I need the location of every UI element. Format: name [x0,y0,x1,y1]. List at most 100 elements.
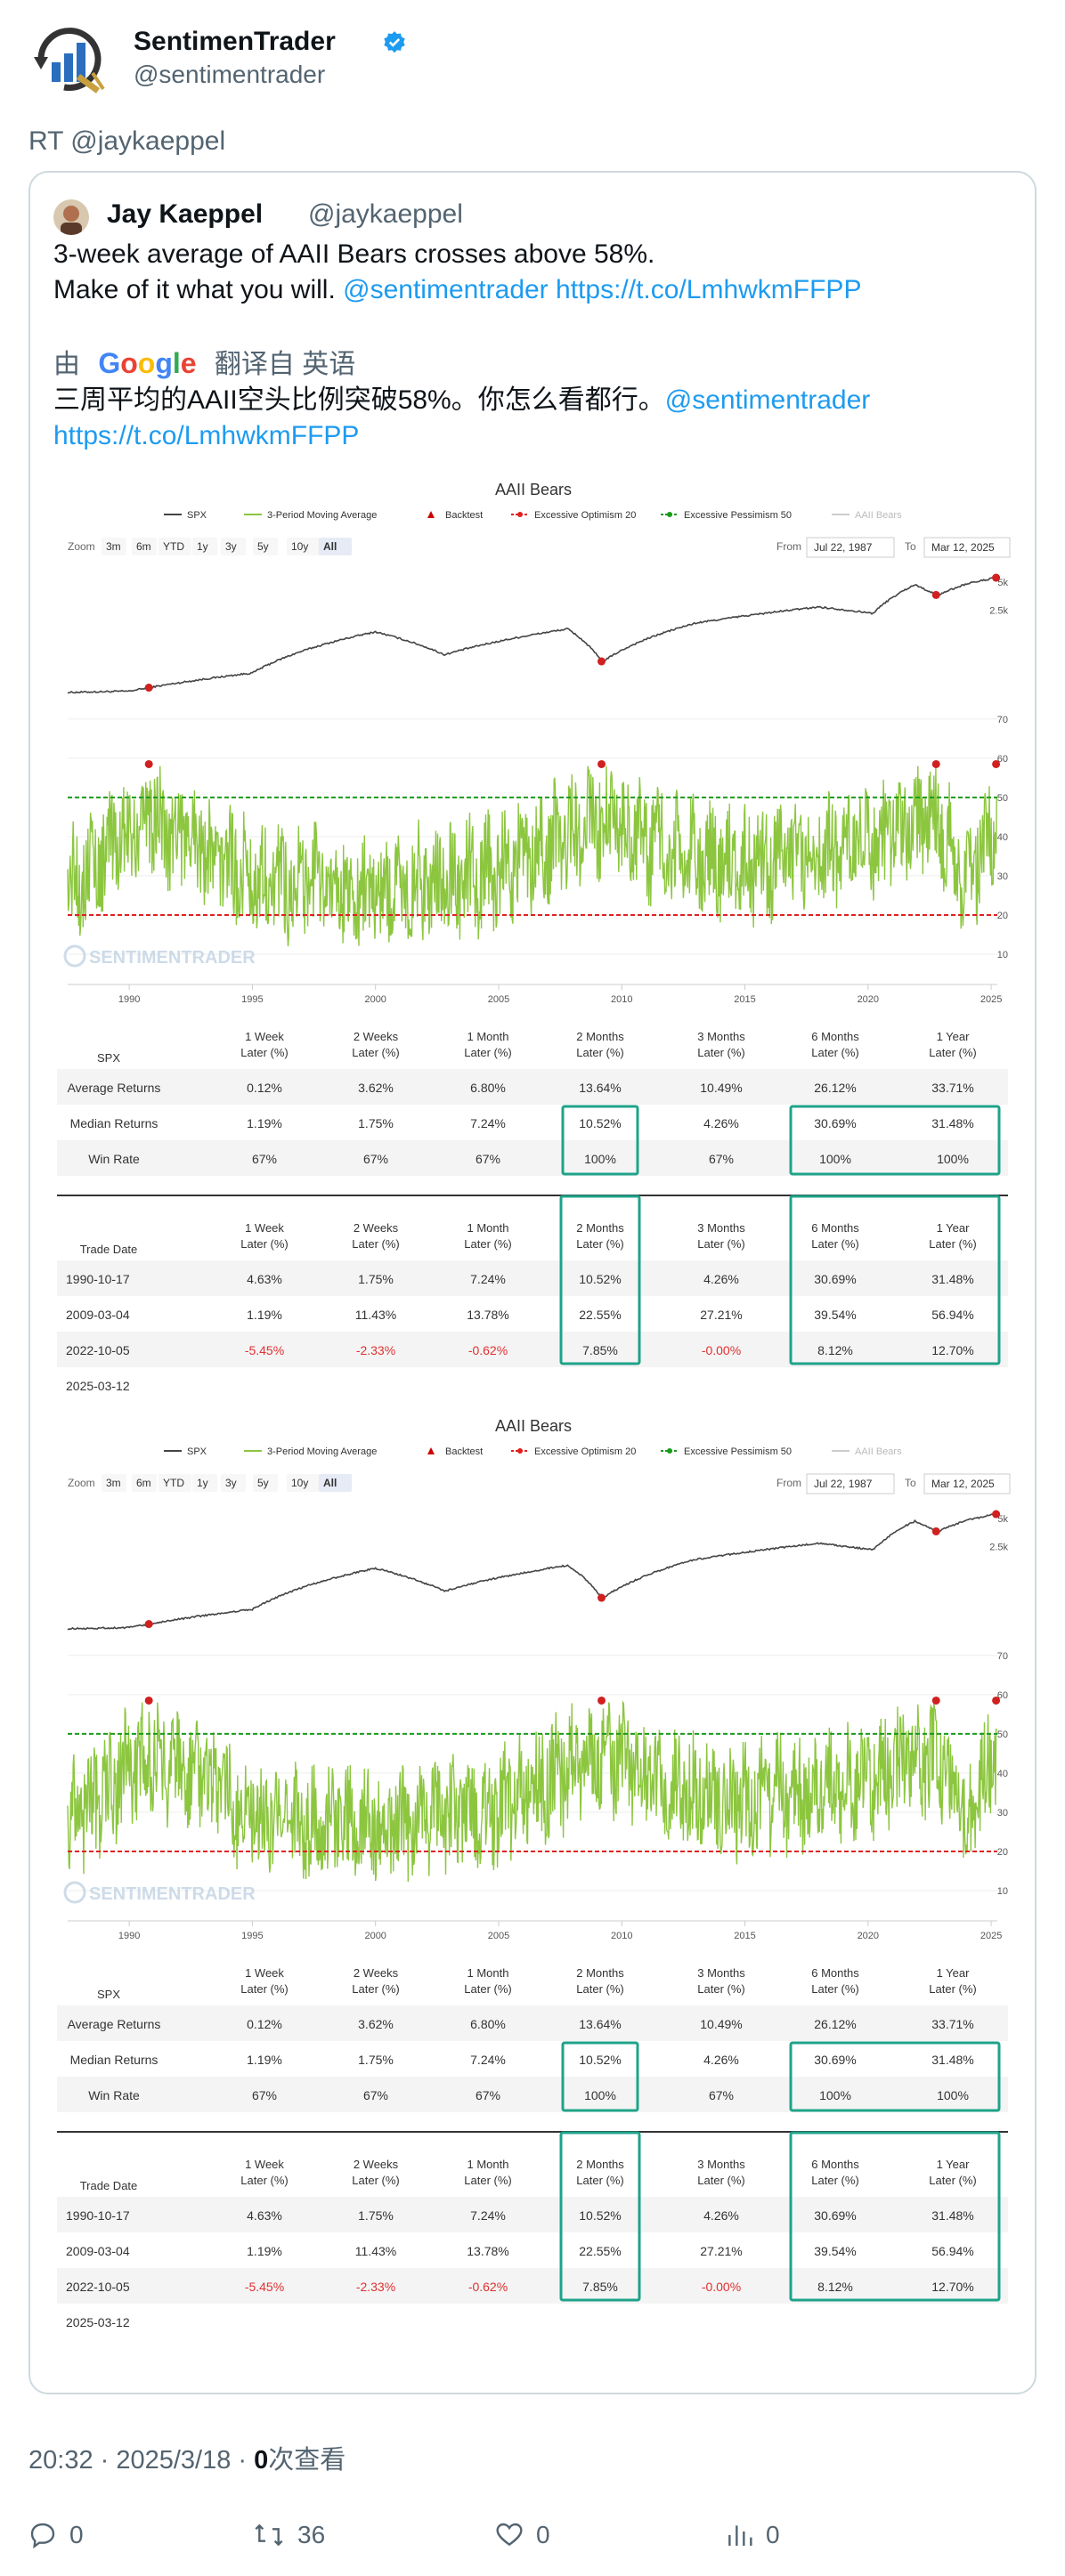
bears-signal-marker[interactable] [144,759,153,768]
backtest-marker[interactable] [144,1620,153,1629]
quoted-avatar[interactable] [53,199,89,235]
bears-signal-marker[interactable] [598,759,606,768]
quoted-author-name[interactable]: Jay Kaeppel [107,199,264,229]
author-name[interactable]: SentimenTrader [134,27,336,56]
translated-mention-link[interactable]: @sentimentrader [664,385,871,415]
zoom-button-6m[interactable]: 6m [132,1474,157,1492]
quoted-text-line2: Make of it what you will. [53,275,344,304]
url-link[interactable]: https://t.co/LmhwkmFFPP [556,275,862,304]
bears-signal-marker[interactable] [992,759,1001,768]
bears-signal-marker[interactable] [931,759,940,768]
views-button[interactable]: 0 [725,2517,780,2553]
verified-badge-icon [384,31,405,53]
table-cell: 27.21% [700,1308,742,1322]
zoom-button-ytd[interactable]: YTD [159,538,191,555]
bears-signal-marker[interactable] [931,1696,940,1705]
backtest-marker[interactable] [598,657,606,666]
table-header-cell: 1 Week [245,1221,284,1235]
backtest-marker[interactable] [931,1527,940,1535]
like-button[interactable]: 0 [495,2517,550,2553]
table-header-cell: Later (%) [352,1237,399,1251]
svg-text:6m: 6m [136,1477,151,1489]
legend-item[interactable]: AAII Bears [832,510,902,521]
table-cell: 56.94% [931,1308,973,1322]
table-header-cell: 2 Months [576,1966,624,1980]
quoted-header: Jay Kaeppel @jaykaeppel [53,190,944,235]
quoted-tweet[interactable]: Jay Kaeppel @jaykaeppel 3-week average o… [28,171,1037,2394]
sentimentrader-logo-icon[interactable] [28,23,110,94]
translated-body: 三周平均的AAII空头比例突破58%。你怎么看都行。 [53,385,665,415]
backtest-marker[interactable] [931,590,940,599]
spx-series-line [67,577,998,694]
svg-text:All: All [323,540,337,553]
zoom-button-3m[interactable]: 3m [102,1474,126,1492]
legend-item[interactable]: Excessive Pessimism 50 [661,510,792,521]
zoom-button-10y[interactable]: 10y [287,1474,320,1492]
table-cell: 31.48% [931,1272,973,1286]
bears-signal-marker[interactable] [992,1696,1001,1705]
highlight-box [561,2041,639,2112]
mention-link[interactable]: @sentimentrader [343,275,549,304]
table-cell: 4.26% [703,1272,739,1286]
table-header-cell: Later (%) [929,1982,976,1996]
table-cell: 10.49% [700,1081,742,1095]
chart-panel-1[interactable]: AAII Bears SPX 3-Period Moving Average Back… [53,475,1013,1410]
retweet-text: RT @jaykaeppel [28,126,226,156]
tweet-timestamp[interactable]: 20:32 · 2025/3/18 · 0次查看 [28,2446,346,2475]
chart-watermark: SENTIMENTRADER [89,948,256,968]
zoom-button-3y[interactable]: 3y [221,538,246,555]
retweet-button[interactable]: 36 [253,2517,325,2553]
table-cell: 2025-03-12 [66,2315,130,2329]
zoom-button-3y[interactable]: 3y [221,1474,246,1492]
from-date-input[interactable]: Jul 22, 1987 [806,537,895,558]
legend-item[interactable]: Excessive Optimism 20 [511,510,636,521]
table-header-cell: Later (%) [929,2174,976,2187]
bears-signal-marker[interactable] [598,1696,606,1705]
svg-text:To: To [905,540,916,553]
zoom-button-1y[interactable]: 1y [192,1474,217,1492]
zoom-button-1y[interactable]: 1y [192,538,217,555]
legend-item[interactable]: Backtest [427,1446,483,1457]
zoom-label: Zoom [68,1477,95,1489]
svg-text:5y: 5y [257,1477,269,1489]
svg-text:Backtest: Backtest [445,510,483,521]
legend-item[interactable]: Excessive Pessimism 50 [661,1446,792,1457]
from-date-input[interactable]: Jul 22, 1987 [806,1473,895,1495]
table-cell: -0.62% [468,1343,508,1357]
svg-text:10y: 10y [291,1477,308,1489]
chart-panel-2[interactable]: AAII Bears SPX 3-Period Moving Average Back… [53,1412,1013,2346]
zoom-button-6m[interactable]: 6m [132,538,157,555]
zoom-button-all[interactable]: All [319,1474,352,1492]
table-header-cell: Later (%) [697,1237,744,1251]
zoom-button-3m[interactable]: 3m [102,538,126,555]
bears-signal-marker[interactable] [144,1696,153,1705]
translated-url-link[interactable]: https://t.co/LmhwkmFFPP [53,421,360,450]
reply-button[interactable]: 0 [28,2517,84,2553]
to-date-input[interactable]: Mar 12, 2025 [923,537,1011,558]
table-header-cell: Later (%) [697,2174,744,2187]
legend-item[interactable]: AAII Bears [832,1446,902,1457]
table-header-cell: Later (%) [576,1046,623,1059]
views-count: 0 [254,2446,269,2475]
legend-item[interactable]: Excessive Optimism 20 [511,1446,636,1457]
author-handle[interactable]: @sentimentrader [134,61,326,88]
legend-item[interactable]: 3-Period Moving Average [244,510,377,521]
backtest-marker[interactable] [992,573,1001,582]
svg-text:AAII Bears: AAII Bears [855,1446,902,1457]
highlight-box [561,1105,639,1176]
legend-item[interactable]: SPX [164,510,207,521]
zoom-button-ytd[interactable]: YTD [159,1474,191,1492]
to-date-input[interactable]: Mar 12, 2025 [923,1473,1011,1495]
quoted-author-handle[interactable]: @jaykaeppel [308,199,463,229]
legend-item[interactable]: 3-Period Moving Average [244,1446,377,1457]
legend-item[interactable]: Backtest [427,510,483,521]
backtest-marker[interactable] [598,1593,606,1602]
legend-item[interactable]: SPX [164,1446,207,1457]
zoom-button-all[interactable]: All [319,538,352,555]
zoom-button-5y[interactable]: 5y [253,538,278,555]
bears-tick-label: 60 [997,1690,1008,1701]
backtest-marker[interactable] [992,1510,1001,1519]
backtest-marker[interactable] [144,684,153,693]
zoom-button-10y[interactable]: 10y [287,538,320,555]
zoom-button-5y[interactable]: 5y [253,1474,278,1492]
